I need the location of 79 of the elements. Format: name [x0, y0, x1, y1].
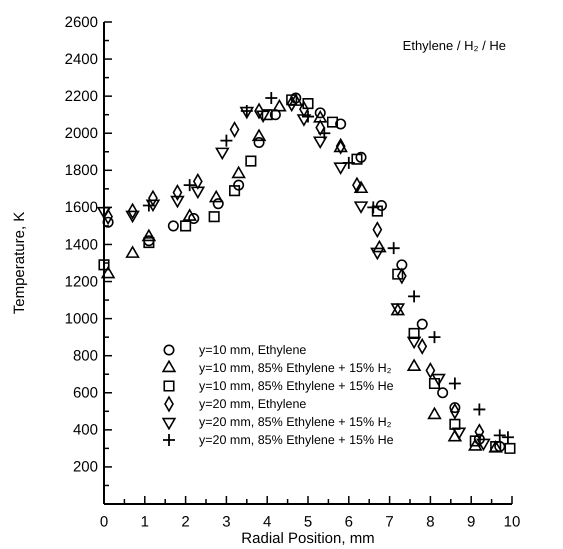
x-tick-label: 7 — [385, 514, 394, 531]
x-tick-label: 10 — [504, 514, 520, 531]
point — [351, 154, 363, 165]
x-tick-label: 9 — [467, 514, 476, 531]
legend-label: y=20 mm, 85% Ethylene + 15% He — [199, 433, 394, 447]
point — [376, 200, 387, 212]
y-tick-label: 1200 — [64, 273, 98, 290]
y-axis-title: Temperature, K — [11, 212, 28, 314]
point — [286, 94, 298, 106]
point — [326, 116, 338, 128]
y-tick-label: 2200 — [64, 88, 98, 105]
point — [220, 134, 234, 148]
point — [302, 98, 314, 110]
annotation: Ethylene / H₂ / He — [402, 38, 506, 53]
x-tick-label: 2 — [181, 514, 190, 531]
point — [245, 155, 256, 167]
point — [501, 430, 515, 444]
point — [428, 330, 442, 344]
point — [335, 118, 346, 130]
point — [212, 198, 224, 210]
legend-label: y=20 mm, Ethylene — [199, 397, 306, 411]
point — [270, 109, 281, 120]
legend-label: y=10 mm, 85% Ethylene + 15% He — [199, 379, 394, 393]
point — [392, 268, 404, 280]
point — [428, 378, 440, 390]
point — [386, 241, 401, 256]
point — [188, 212, 200, 224]
legend-label: y=20 mm, 85% Ethylene + 15% H₂ — [199, 415, 392, 429]
x-tick-label: 8 — [426, 514, 435, 531]
y-tick-label: 2400 — [64, 50, 98, 68]
point — [448, 376, 462, 390]
point — [437, 387, 448, 398]
point — [208, 211, 220, 222]
point — [98, 259, 110, 270]
x-tick-label: 4 — [263, 514, 272, 531]
x-tick-label: 6 — [344, 514, 353, 531]
x-axis-title: Radial Position, mm — [241, 530, 375, 547]
x-tick-label: 5 — [304, 514, 312, 531]
y-tick-label: 1400 — [64, 236, 98, 254]
point — [180, 220, 192, 232]
legend-label: y=10 mm, Ethylene — [199, 343, 306, 357]
point — [342, 156, 356, 170]
point — [182, 178, 197, 192]
point — [262, 109, 273, 120]
point — [356, 152, 367, 163]
point — [492, 428, 507, 442]
point — [317, 126, 332, 140]
y-tick-label: 200 — [72, 458, 98, 476]
point — [396, 259, 408, 270]
x-tick-label: 1 — [140, 514, 149, 531]
point — [449, 418, 460, 430]
y-tick-label: 1800 — [64, 162, 98, 180]
y-tick-label: 2000 — [64, 125, 98, 142]
point — [314, 107, 326, 118]
point — [254, 136, 265, 148]
point — [470, 435, 481, 447]
y-tick-label: 1600 — [64, 199, 98, 216]
point — [229, 185, 240, 196]
point — [264, 91, 278, 105]
x-tick-label: 3 — [222, 514, 231, 531]
point — [408, 328, 420, 339]
y-tick-label: 1000 — [64, 310, 98, 328]
point — [233, 180, 244, 191]
point — [407, 289, 421, 304]
y-tick-label: 800 — [72, 347, 98, 364]
point — [472, 402, 486, 416]
point — [372, 206, 383, 217]
point — [240, 104, 254, 118]
point — [168, 220, 179, 232]
legend-label: y=10 mm, 85% Ethylene + 15% H₂ — [199, 361, 392, 375]
point — [504, 442, 516, 454]
y-tick-label: 600 — [72, 384, 98, 402]
y-tick-label: 400 — [72, 422, 98, 439]
point — [449, 402, 460, 414]
point — [301, 110, 315, 124]
x-tick-label: 0 — [100, 514, 108, 531]
point — [416, 318, 428, 330]
y-tick-label: 2600 — [64, 14, 98, 31]
point — [366, 200, 380, 214]
